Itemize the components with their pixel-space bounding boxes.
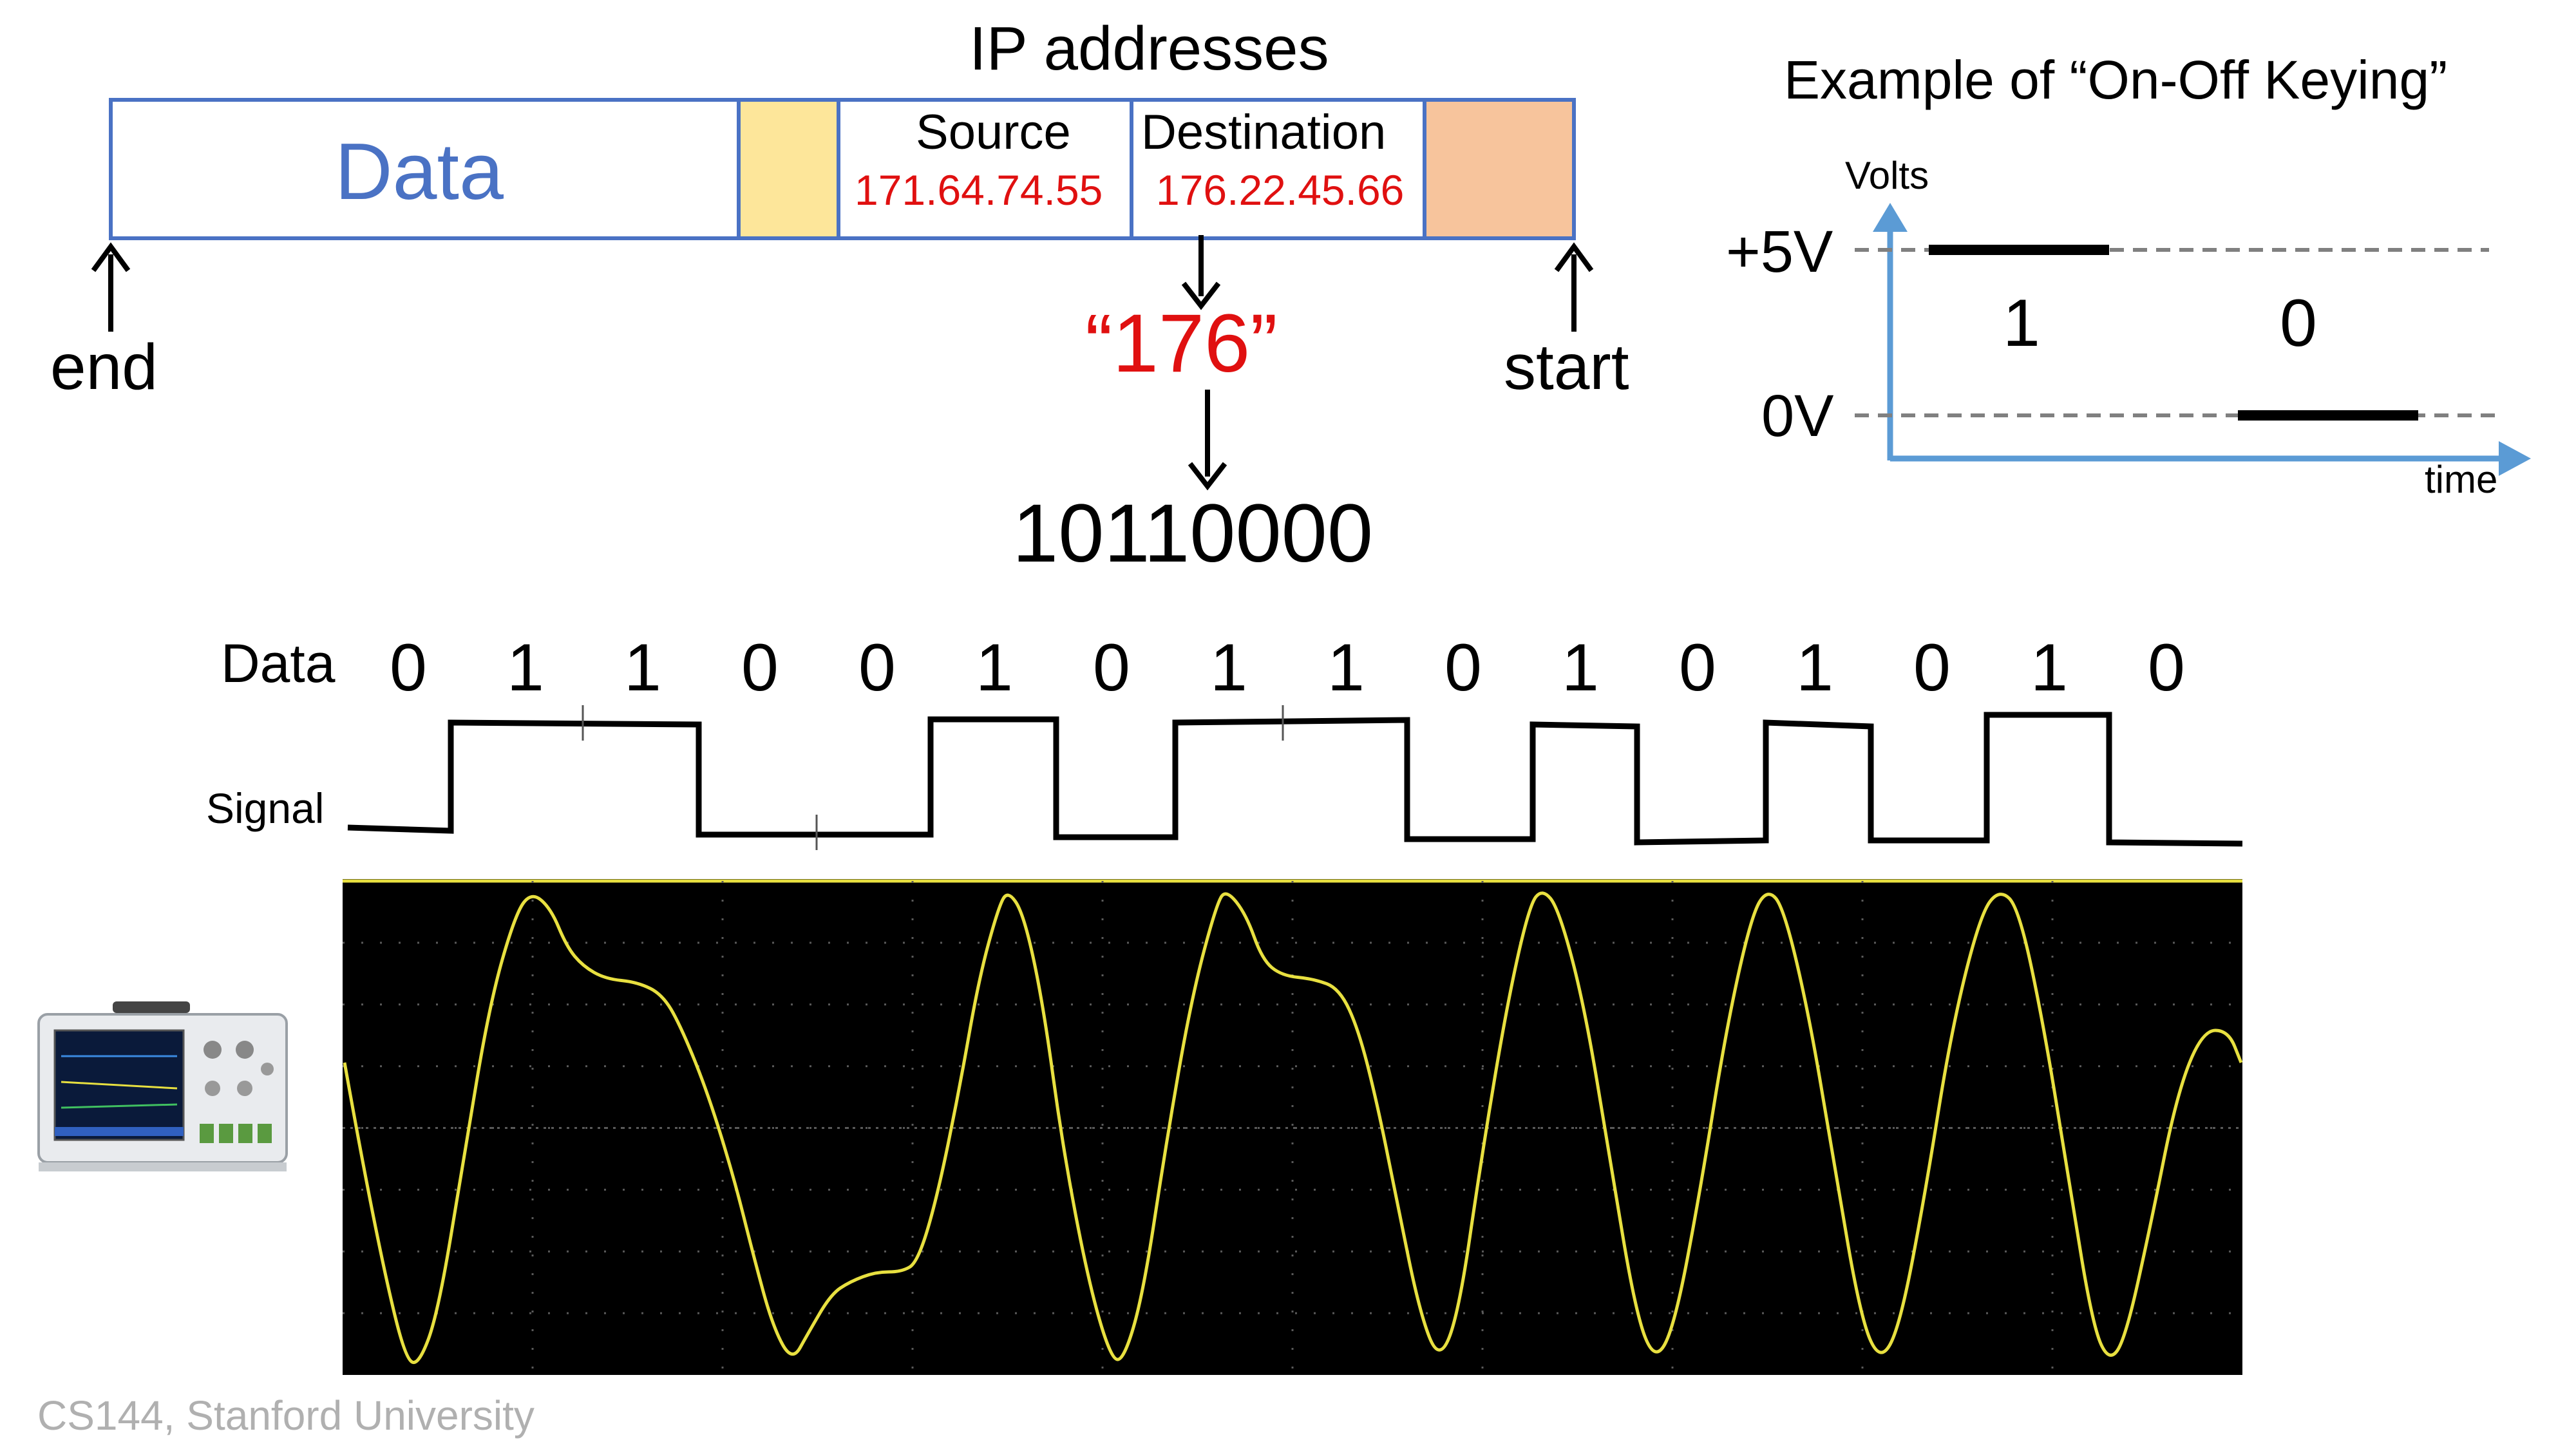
waveform-signal-label: Signal <box>206 784 325 832</box>
data-bit: 0 <box>741 630 779 705</box>
oscilloscope-screen <box>343 879 2243 1375</box>
oscilloscope-icon <box>37 1001 288 1171</box>
signal-square-wave <box>347 712 2243 847</box>
data-bit: 0 <box>390 630 427 705</box>
packet-data-label: Data <box>335 128 504 216</box>
data-bit: 1 <box>1562 630 1599 705</box>
ook-y-arrowhead <box>1873 203 1908 232</box>
packet-yellow-field <box>737 98 840 240</box>
data-bit: 1 <box>1327 630 1365 705</box>
octet-quoted: “176” <box>1085 298 1278 390</box>
data-bit: 1 <box>507 630 544 705</box>
data-bit: 0 <box>858 630 896 705</box>
data-bit: 1 <box>976 630 1013 705</box>
source-ip-value: 171.64.74.55 <box>855 166 1103 214</box>
data-bit: 0 <box>1093 630 1130 705</box>
data-bit: 1 <box>1796 630 1833 705</box>
destination-ip-value: 176.22.45.66 <box>1156 166 1405 214</box>
packet-diagram <box>109 98 1576 240</box>
source-label: Source <box>916 105 1071 160</box>
ook-bit-one: 1 <box>2003 286 2040 361</box>
oscilloscope-trace <box>343 891 2243 1364</box>
end-label: end <box>50 331 158 403</box>
data-bit: 1 <box>1210 630 1247 705</box>
data-bit: 1 <box>624 630 661 705</box>
packet-data-field <box>109 98 741 240</box>
ook-bit-zero: 0 <box>2280 286 2317 361</box>
packet-source-field <box>837 98 1133 240</box>
waveform-data-label: Data <box>221 633 336 694</box>
data-bit: 0 <box>2148 630 2185 705</box>
footer-credit: CS144, Stanford University <box>37 1392 535 1439</box>
ook-graph <box>1855 203 2531 476</box>
destination-label: Destination <box>1141 105 1387 160</box>
packet-arrows <box>91 235 1594 491</box>
start-label: start <box>1504 331 1629 403</box>
data-bit: 0 <box>1679 630 1716 705</box>
packet-orange-field <box>1423 98 1576 240</box>
ook-title: Example of “On-Off Keying” <box>1784 50 2448 110</box>
ook-y-axis-label: Volts <box>1845 154 1929 197</box>
octet-binary: 10110000 <box>1012 488 1373 580</box>
ook-low-label: 0V <box>1761 383 1834 449</box>
data-bit: 1 <box>2031 630 2068 705</box>
data-bit: 0 <box>1913 630 1951 705</box>
ip-addresses-heading: IP addresses <box>969 14 1329 83</box>
ook-high-label: +5V <box>1726 219 1833 285</box>
data-bit: 0 <box>1444 630 1482 705</box>
ook-x-arrowhead <box>2499 441 2531 476</box>
ook-x-axis-label: time <box>2425 458 2498 501</box>
signal-tick-marks <box>582 705 1284 850</box>
